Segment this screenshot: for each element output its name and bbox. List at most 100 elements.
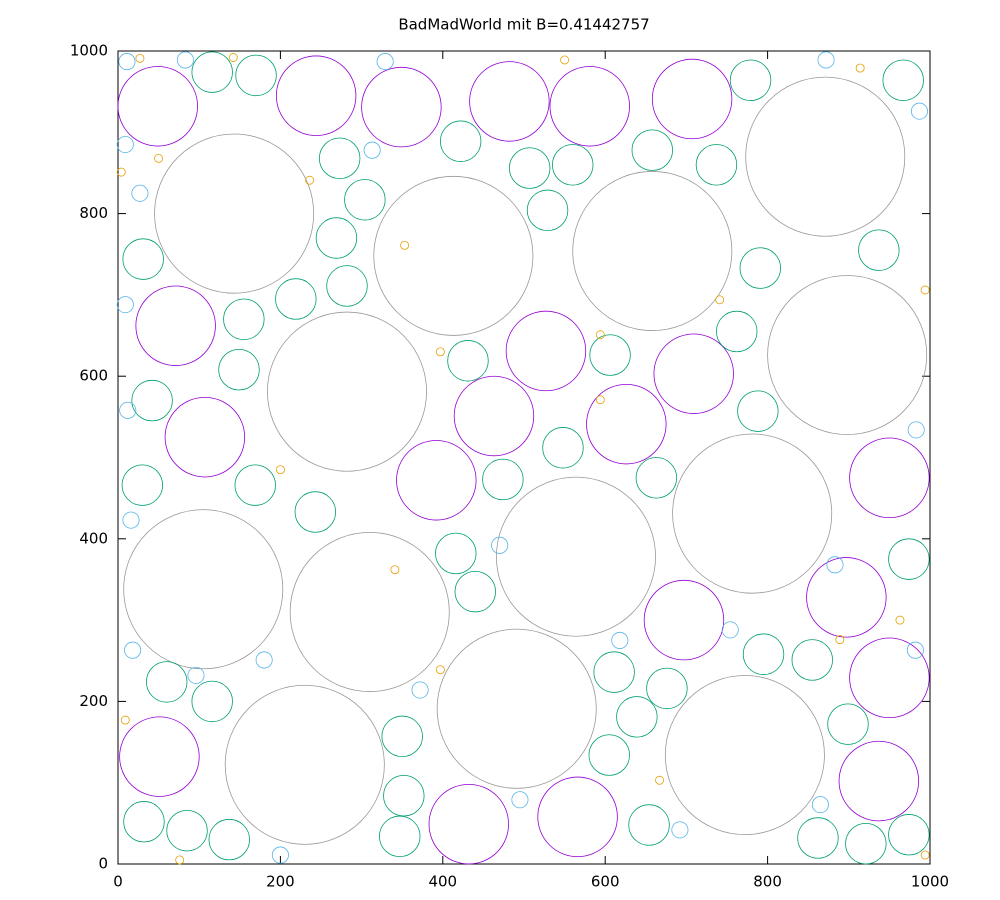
circle-mark — [739, 247, 781, 289]
circle-mark — [716, 310, 758, 353]
circle-mark — [882, 59, 924, 101]
circle-mark — [275, 55, 357, 136]
circle-mark — [849, 437, 930, 519]
circle-mark — [120, 715, 130, 725]
circle-mark — [920, 285, 930, 295]
circle-mark — [526, 189, 569, 232]
circle-mark — [315, 217, 358, 259]
circle-mark — [664, 675, 825, 836]
circle-mark — [117, 66, 198, 147]
circle-mark — [595, 395, 605, 405]
circle-mark — [721, 621, 739, 639]
circle-mark — [326, 265, 368, 307]
circle-mark — [593, 651, 635, 693]
circle-mark — [653, 333, 734, 414]
circle-mark — [826, 556, 844, 574]
circle-mark — [791, 639, 833, 681]
circle-mark — [146, 661, 188, 703]
circle-mark — [845, 822, 887, 865]
circle-mark — [888, 538, 930, 580]
circle-mark — [390, 565, 400, 575]
circle-mark — [223, 298, 265, 340]
circle-mark — [806, 557, 887, 638]
x-tick-label: 1000 — [911, 873, 949, 891]
circle-mark — [560, 55, 570, 65]
circle-mark — [586, 383, 667, 465]
circle-mark — [920, 850, 930, 860]
circle-mark — [695, 144, 738, 186]
y-tick-label: 0 — [98, 855, 108, 873]
circle-mark — [218, 348, 260, 391]
circle-mark — [435, 532, 477, 575]
circle-mark — [235, 54, 277, 97]
circle-mark — [811, 796, 829, 814]
y-tick-label: 200 — [79, 692, 108, 710]
circle-mark — [447, 340, 489, 382]
circle-mark — [729, 59, 772, 101]
circle-mark — [122, 238, 164, 280]
y-tick-label: 600 — [79, 367, 108, 385]
circle-mark — [439, 120, 482, 162]
circle-mark — [175, 855, 185, 865]
circle-mark — [436, 628, 597, 789]
circle-mark — [631, 129, 673, 171]
circle-mark — [589, 334, 631, 376]
circle-mark — [453, 375, 535, 457]
circle-mark — [305, 175, 315, 185]
circle-mark — [208, 818, 250, 861]
circle-mark — [505, 310, 587, 392]
circle-mark — [482, 458, 524, 501]
circle-mark — [715, 295, 725, 305]
circle-mark — [838, 740, 920, 822]
circle-mark — [123, 801, 165, 843]
circle-mark — [154, 153, 164, 163]
circle-mark — [491, 536, 509, 554]
circle-mark — [611, 631, 629, 649]
circle-mark — [537, 776, 618, 858]
circle-mark — [616, 696, 658, 738]
circle-mark — [797, 817, 839, 859]
circle-mark — [176, 51, 194, 69]
circle-mark — [154, 133, 315, 294]
x-tick-label: 600 — [591, 873, 620, 891]
circle-mark — [383, 775, 425, 817]
circle-mark — [361, 66, 442, 148]
circle-mark — [595, 330, 605, 340]
circle-mark — [116, 135, 134, 154]
x-tick-label: 800 — [753, 873, 782, 891]
circle-mark — [271, 846, 289, 864]
circle-mark — [164, 396, 246, 478]
circle-mark — [191, 51, 233, 93]
x-tick-label: 0 — [113, 873, 123, 891]
circle-mark — [118, 53, 136, 71]
chart-title: BadMadWorld mit B=0.41442757 — [398, 16, 649, 34]
circle-mark — [396, 440, 477, 521]
circle-mark — [745, 76, 906, 237]
circle-mark — [435, 665, 445, 675]
circle-mark — [224, 684, 385, 845]
circle-mark — [124, 641, 142, 659]
circle-mark — [454, 570, 496, 613]
circle-mark — [428, 783, 509, 865]
circle-mark — [635, 457, 678, 499]
circle-mark — [817, 51, 835, 69]
circle-mark — [628, 804, 670, 846]
circle-mark — [835, 635, 845, 645]
x-tick-label: 400 — [428, 873, 457, 891]
circle-mark — [549, 66, 630, 147]
circle-mark — [469, 61, 550, 142]
circle-mark — [294, 491, 337, 533]
circle-mark — [318, 137, 361, 180]
circle-mark — [123, 509, 284, 670]
circle-mark — [255, 651, 273, 669]
circle-mark — [131, 379, 173, 422]
circle-mark — [643, 579, 725, 661]
circle-mark — [672, 433, 833, 594]
circle-mark — [907, 421, 925, 439]
circle-mark — [895, 615, 905, 625]
circle-mark — [116, 167, 126, 177]
circle-mark — [373, 175, 534, 336]
circle-mark — [737, 390, 779, 432]
circle-mark — [511, 791, 529, 809]
y-tick-label: 800 — [79, 204, 108, 222]
